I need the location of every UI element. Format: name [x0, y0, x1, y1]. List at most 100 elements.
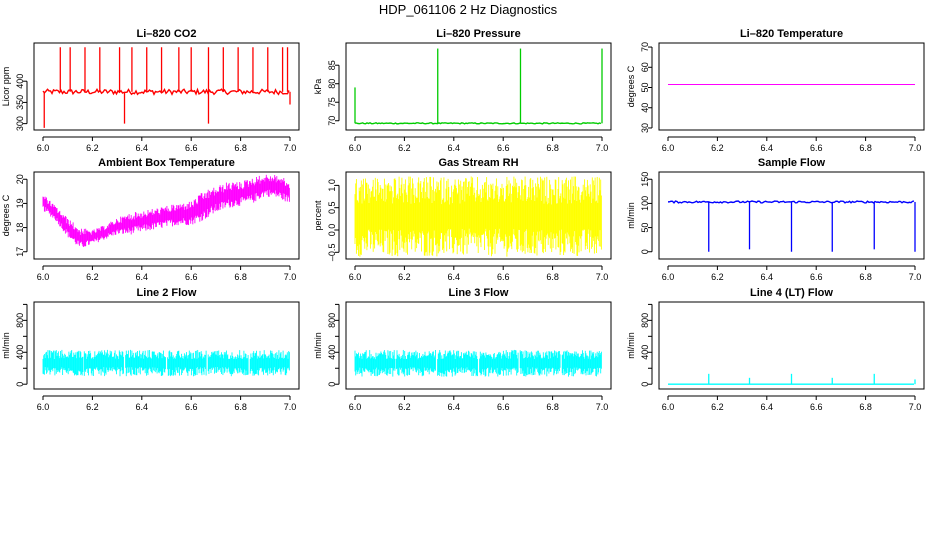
panel-3: Li–820 Temperature 6.0 6.2 6.4 6.6 6.8 7.0 30 40…: [626, 28, 925, 153]
panel-title: Li–820 Temperature: [740, 28, 843, 40]
x-tick-label: 6.6: [810, 272, 823, 282]
y-tick-label: 0: [15, 382, 25, 387]
x-tick-label: 6.8: [234, 143, 247, 153]
x-tick-label: 6.8: [859, 143, 872, 153]
x-tick-label: 6.4: [136, 143, 149, 153]
y-axis-label: ml/min: [626, 202, 636, 229]
y-tick-label: 800: [640, 313, 650, 328]
panel-title: Sample Flow: [758, 157, 826, 169]
x-tick-label: 6.0: [662, 402, 675, 412]
y-tick-label: 17: [15, 247, 25, 257]
plot-frame: [345, 301, 612, 390]
plot-frame: [658, 301, 925, 390]
y-tick-label: 150: [640, 172, 650, 187]
plot-frame: [658, 42, 925, 131]
x-tick-label: 6.8: [859, 402, 872, 412]
y-axis-label: ml/min: [1, 332, 11, 359]
y-tick-label: 400: [15, 74, 25, 89]
x-tick-label: 6.0: [662, 143, 675, 153]
y-tick-label: 19: [15, 198, 25, 208]
y-tick-label: 100: [640, 196, 650, 211]
y-tick-label: 0: [640, 249, 650, 254]
x-tick-label: 7.0: [596, 143, 609, 153]
y-tick-label: 800: [327, 313, 337, 328]
x-tick-label: 6.4: [761, 272, 774, 282]
x-tick-label: 6.8: [546, 272, 559, 282]
series-box-temperature: [42, 174, 290, 248]
x-tick-label: 6.2: [711, 143, 724, 153]
x-tick-label: 6.2: [711, 402, 724, 412]
plot-frame: [33, 42, 300, 131]
y-tick-label: 300: [15, 116, 25, 131]
x-tick-label: 6.2: [398, 402, 411, 412]
y-axis-label: degrees C: [626, 65, 636, 107]
series-line-2: [42, 349, 290, 377]
plot-frame: [33, 301, 300, 390]
y-tick-label: 400: [640, 345, 650, 360]
x-tick-label: 6.4: [761, 402, 774, 412]
x-tick-label: 7.0: [284, 143, 297, 153]
y-tick-label: 400: [15, 345, 25, 360]
x-tick-label: 6.6: [810, 143, 823, 153]
x-tick-label: 6.0: [349, 402, 362, 412]
y-axis-label: percent: [313, 200, 323, 231]
panel-7: Line 2 Flow 6.0 6.2 6.4 6.6 6.8 7.0 0 400 800 ml/m…: [1, 287, 300, 412]
x-tick-label: 7.0: [909, 143, 922, 153]
x-tick-label: 6.6: [185, 143, 198, 153]
data-line: [42, 87, 290, 96]
y-axis-label: ml/min: [313, 332, 323, 359]
y-tick-label: 20: [15, 174, 25, 184]
panel-title: Li–820 Pressure: [436, 28, 520, 40]
x-tick-label: 7.0: [284, 402, 297, 412]
x-tick-label: 6.8: [546, 402, 559, 412]
y-tick-label: 0: [640, 382, 650, 387]
y-tick-label: 40: [640, 103, 650, 113]
x-tick-label: 6.2: [398, 272, 411, 282]
y-tick-label: 0.0: [327, 224, 337, 237]
panel-2: Li–820 Pressure 6.0 6.2 6.4 6.6 6.8 7.0 70 75 80 8…: [313, 28, 612, 153]
x-tick-label: 6.4: [448, 402, 461, 412]
y-axis-label: kPa: [313, 79, 323, 95]
x-tick-label: 7.0: [909, 272, 922, 282]
y-tick-label: 85: [327, 60, 337, 70]
x-tick-label: 6.0: [662, 272, 675, 282]
y-tick-label: 50: [640, 223, 650, 233]
y-axis-label: Licor ppm: [1, 67, 11, 107]
y-tick-label: 400: [327, 345, 337, 360]
figure-title: HDP_061106 2 Hz Diagnostics: [378, 2, 558, 17]
y-tick-label: 80: [327, 79, 337, 89]
plot-frame: [345, 171, 612, 260]
x-tick-label: 6.8: [546, 143, 559, 153]
x-tick-label: 6.6: [810, 402, 823, 412]
panel-6: Sample Flow 6.0 6.2 6.4 6.6 6.8 7.0 0 50 100 150 ml…: [626, 157, 925, 282]
x-tick-label: 6.6: [185, 272, 198, 282]
x-tick-label: 6.0: [37, 143, 50, 153]
x-tick-label: 6.6: [185, 402, 198, 412]
x-tick-label: 6.2: [711, 272, 724, 282]
x-tick-label: 7.0: [284, 272, 297, 282]
data-line: [354, 122, 602, 125]
y-tick-label: 0.5: [327, 201, 337, 214]
series-co2: [42, 47, 291, 128]
series-rh: [354, 176, 602, 257]
x-tick-label: 6.0: [37, 272, 50, 282]
x-tick-label: 6.2: [398, 143, 411, 153]
x-tick-label: 6.0: [349, 272, 362, 282]
plot-frame: [33, 171, 300, 260]
plot-frame: [658, 171, 925, 260]
panel-title: Line 4 (LT) Flow: [750, 287, 833, 299]
y-tick-label: –0.5: [327, 244, 337, 262]
x-tick-label: 6.8: [859, 272, 872, 282]
panel-title: Line 2 Flow: [137, 287, 197, 299]
x-tick-label: 7.0: [909, 402, 922, 412]
x-tick-label: 6.6: [497, 402, 510, 412]
panel-title: Li–820 CO2: [137, 28, 197, 40]
y-tick-label: 70: [640, 42, 650, 52]
panel-title: Line 3 Flow: [449, 287, 509, 299]
x-tick-label: 6.2: [86, 272, 99, 282]
y-tick-label: 1.0: [327, 179, 337, 192]
x-tick-label: 6.2: [86, 402, 99, 412]
x-tick-label: 6.8: [234, 272, 247, 282]
plot-frame: [345, 42, 612, 131]
